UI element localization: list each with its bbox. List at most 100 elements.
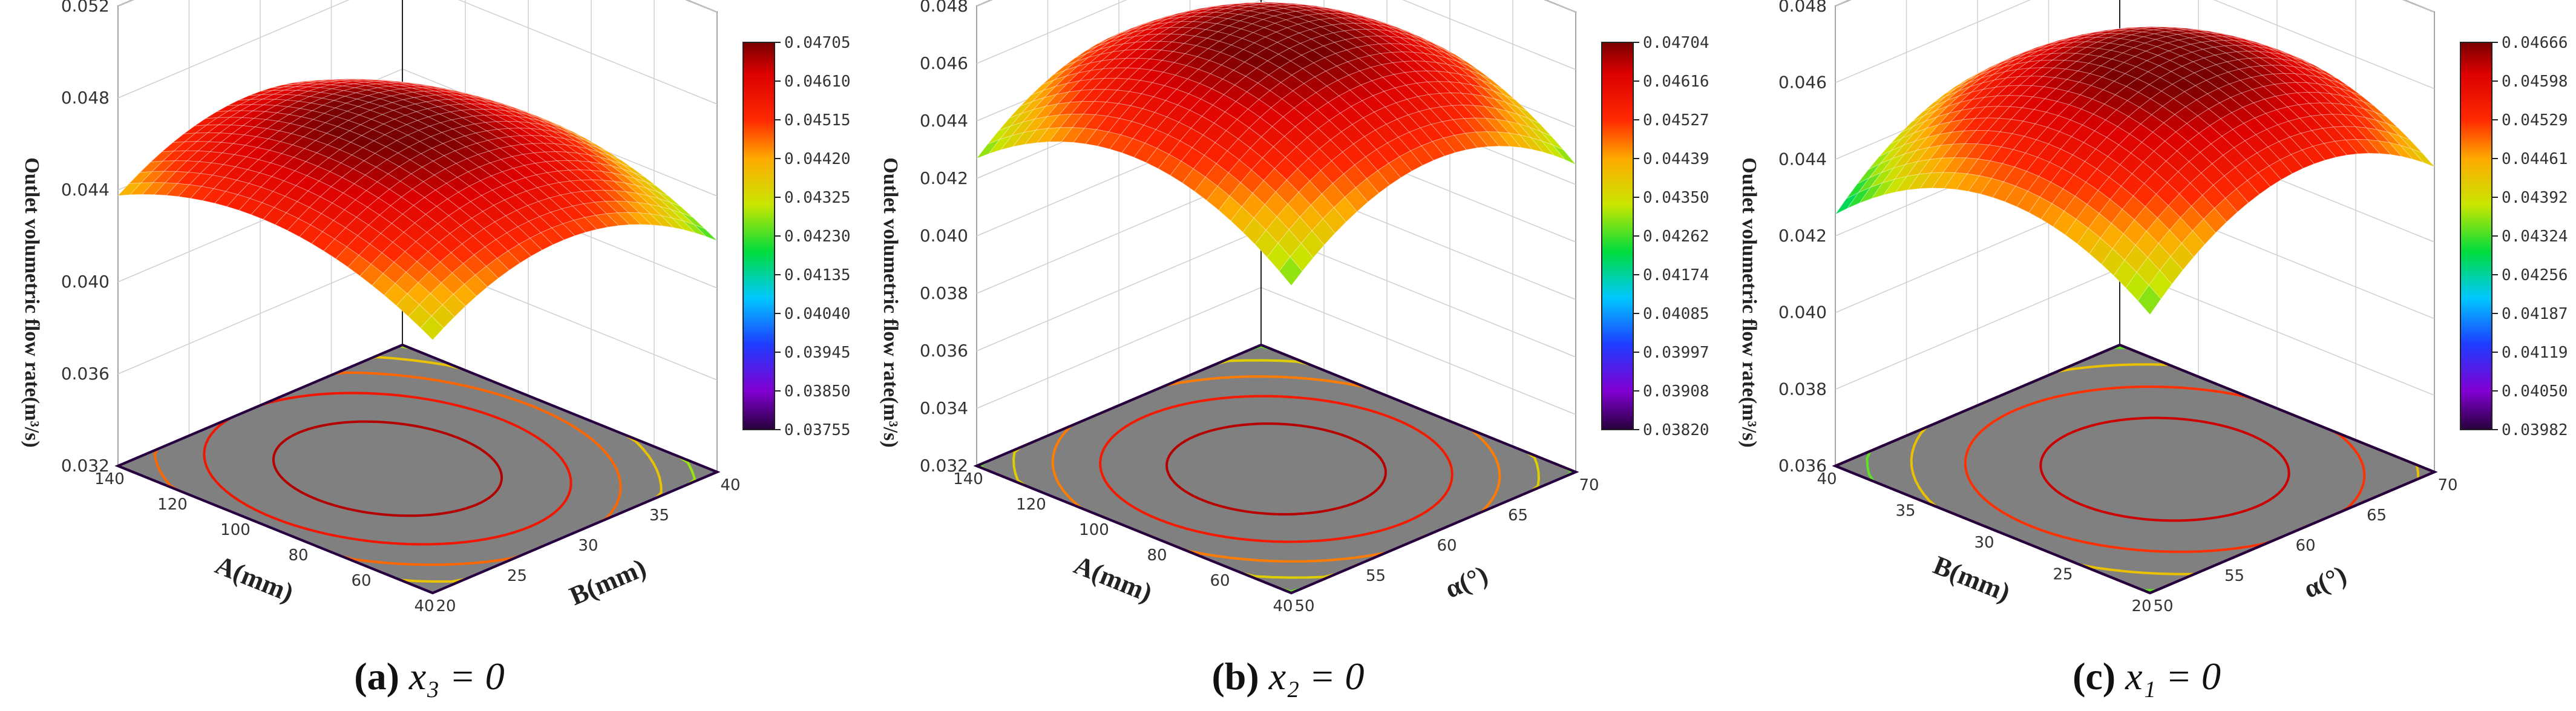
- surface-cell: [1260, 126, 1285, 148]
- surface-cell: [1436, 71, 1462, 84]
- surface-cell: [490, 171, 516, 186]
- x-tick-label: 140: [94, 470, 125, 488]
- colorbar-label: 0.04050: [2502, 382, 2568, 401]
- contour-line: [1832, 343, 2438, 595]
- z-tick-label: 0.044: [1778, 149, 1827, 169]
- z-tick-label: 0.048: [61, 88, 110, 108]
- surface-cell: [441, 128, 466, 140]
- surface-mesh: [1835, 26, 2435, 315]
- x-tick-label: 25: [2053, 566, 2073, 584]
- surface-cell: [1355, 178, 1380, 203]
- surface-cell: [2290, 149, 2315, 169]
- surface-cell: [513, 107, 537, 116]
- surface-cell: [614, 190, 640, 203]
- surface-cell: [1367, 44, 1392, 54]
- chart-panel-c: 20 25 30 35 40 50 55 60 65 70 0.036 0.038 0.040 0.042…: [1717, 0, 2576, 711]
- colorbar-label: 0.03755: [784, 421, 851, 439]
- surface-cell: [2201, 185, 2226, 209]
- surface-cell: [1338, 10, 1362, 16]
- surface-cell: [1354, 22, 1377, 30]
- surface-cell: [507, 243, 532, 264]
- colorbar-label: 0.04119: [2502, 344, 2568, 362]
- surface-cell: [312, 113, 338, 123]
- surface-cell: [2166, 39, 2192, 48]
- surface-cell: [2070, 108, 2094, 126]
- surface-cell: [431, 304, 455, 329]
- surface-cell: [333, 96, 358, 104]
- surface-cell: [2243, 117, 2267, 136]
- surface-cell: [2178, 44, 2204, 53]
- surface-cell: [1086, 39, 1110, 51]
- surface-cell: [975, 139, 1001, 159]
- colorbar-label: 0.04666: [2502, 34, 2568, 52]
- surface-cell: [597, 147, 621, 160]
- surface-cell: [1973, 95, 1998, 109]
- surface-cell: [1400, 37, 1423, 47]
- surface-cell: [1279, 256, 1303, 286]
- caption-label: (c): [2073, 655, 2116, 698]
- surface-cell: [1891, 140, 1916, 160]
- surface-cell: [518, 237, 543, 257]
- surface-cell: [1366, 170, 1391, 194]
- caption-equation: x₁ = 0: [2125, 655, 2221, 698]
- surface-cell: [2054, 68, 2079, 80]
- surface-cell: [2188, 32, 2212, 37]
- surface-cell: [1256, 60, 1280, 76]
- caption-a: (a) x₃ = 0: [0, 654, 859, 699]
- surface-cell: [2083, 130, 2108, 149]
- surface-cell: [2224, 51, 2250, 61]
- surface-cell: [1297, 21, 1322, 30]
- surface-cell: [2165, 150, 2190, 172]
- colorbar-label: 0.04040: [784, 305, 851, 323]
- surface-cell: [1263, 22, 1288, 33]
- surface-cell: [2289, 133, 2314, 151]
- surface-cell: [2009, 95, 2034, 108]
- surface-cell: [443, 150, 468, 164]
- surface-cell: [365, 181, 390, 198]
- surface-cell: [2077, 62, 2102, 74]
- surface-cell: [507, 120, 531, 129]
- surface-cell: [432, 86, 456, 91]
- surface-cell: [1937, 102, 1961, 117]
- surface-cell: [468, 96, 492, 103]
- colorbar: 0.04666 0.04598 0.04529 0.04461 0.04392 0.043…: [2460, 34, 2568, 439]
- colorbar-gradient: [2460, 42, 2492, 430]
- surface-cell: [1427, 81, 1452, 94]
- surface-cell: [442, 139, 467, 151]
- surface-cell: [2109, 186, 2134, 210]
- surface-cell: [1386, 26, 1411, 36]
- surface-cell: [1392, 61, 1417, 73]
- x-tick-label: 80: [1147, 546, 1167, 565]
- surface-cell: [2283, 65, 2306, 76]
- surface-cell: [513, 177, 539, 192]
- surface-cell: [1375, 24, 1399, 33]
- surface-cell: [539, 212, 563, 229]
- colorbar-gradient: [742, 42, 775, 430]
- y-axis-title: B(mm): [565, 552, 651, 611]
- surface-cell: [1206, 31, 1231, 42]
- surface-cell: [424, 90, 447, 96]
- surface-cell: [516, 112, 540, 121]
- surface-cell: [525, 112, 549, 122]
- surface-cell: [2148, 270, 2172, 300]
- surface-cell: [496, 251, 521, 271]
- x-tick-label: 40: [1817, 470, 1837, 488]
- surface-cell: [2195, 93, 2220, 110]
- surface-cell: [364, 166, 389, 183]
- surface-cell: [2106, 126, 2131, 146]
- surface-cell: [349, 124, 373, 136]
- surface-cell: [1271, 116, 1296, 137]
- surface-cell: [318, 81, 342, 85]
- colorbar: 0.04705 0.04610 0.04515 0.04420 0.04325 0.042…: [742, 34, 851, 439]
- surface-cell: [1981, 66, 2005, 79]
- surface-cell: [2252, 86, 2276, 100]
- contour-line: [203, 392, 572, 546]
- surface-cell: [284, 86, 308, 91]
- z-tick-label: 0.046: [920, 53, 968, 73]
- z-tick-label: 0.040: [1778, 303, 1827, 323]
- surface-cell: [1388, 30, 1411, 40]
- surface-cell: [448, 208, 473, 226]
- surface-cell: [1340, 124, 1365, 145]
- surface-cell: [584, 215, 609, 230]
- surface-cell: [2244, 134, 2269, 154]
